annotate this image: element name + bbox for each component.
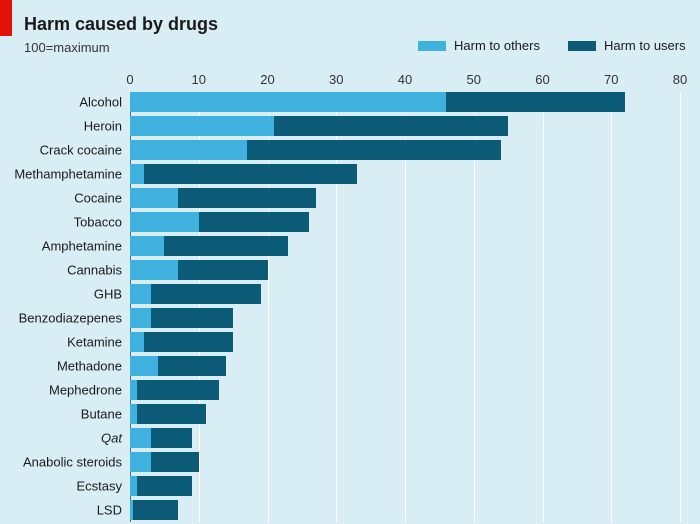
legend-swatch xyxy=(568,41,596,51)
row-label: Amphetamine xyxy=(42,239,130,254)
table-row: Alcohol xyxy=(130,92,680,112)
row-label: Methadone xyxy=(57,359,130,374)
table-row: Crack cocaine xyxy=(130,140,680,160)
row-label: Cocaine xyxy=(74,191,130,206)
bar-segment-users xyxy=(144,332,233,352)
bar-segment-users xyxy=(164,236,288,256)
table-row: Methamphetamine xyxy=(130,164,680,184)
row-label: Tobacco xyxy=(74,215,130,230)
bar-segment-others xyxy=(130,212,199,232)
row-label: Methamphetamine xyxy=(14,167,130,182)
plot-area: 01020304050607080AlcoholHeroinCrack coca… xyxy=(130,92,680,522)
legend-item: Harm to others xyxy=(418,38,540,53)
bar-segment-others xyxy=(130,164,144,184)
bar-segment-others xyxy=(130,404,137,424)
table-row: Qat xyxy=(130,428,680,448)
row-label: GHB xyxy=(94,287,130,302)
bar-segment-users xyxy=(247,140,501,160)
row-label: Anabolic steroids xyxy=(23,455,130,470)
legend-label: Harm to others xyxy=(454,38,540,53)
axis-tick-label: 50 xyxy=(467,72,481,87)
bar-segment-others xyxy=(130,380,137,400)
legend-item: Harm to users xyxy=(568,38,686,53)
bar-segment-users xyxy=(137,404,206,424)
table-row: Butane xyxy=(130,404,680,424)
chart-card: Harm caused by drugs 100=maximum Harm to… xyxy=(0,0,700,524)
table-row: GHB xyxy=(130,284,680,304)
bar-segment-users xyxy=(151,284,261,304)
economist-red-tab xyxy=(0,0,12,36)
legend-label: Harm to users xyxy=(604,38,686,53)
bar-segment-others xyxy=(130,356,158,376)
chart-subtitle: 100=maximum xyxy=(24,40,110,55)
gridline xyxy=(680,92,681,522)
axis-tick-label: 70 xyxy=(604,72,618,87)
bar-segment-others xyxy=(130,116,274,136)
bar-segment-users xyxy=(199,212,309,232)
bar-segment-others xyxy=(130,332,144,352)
axis-tick-label: 0 xyxy=(126,72,133,87)
table-row: Cannabis xyxy=(130,260,680,280)
table-row: Cocaine xyxy=(130,188,680,208)
table-row: Amphetamine xyxy=(130,236,680,256)
bar-segment-others xyxy=(130,92,446,112)
row-label: Ecstasy xyxy=(76,479,130,494)
bar-segment-users xyxy=(274,116,508,136)
row-label: Alcohol xyxy=(79,95,130,110)
bar-segment-others xyxy=(130,188,178,208)
chart-title: Harm caused by drugs xyxy=(24,14,218,35)
table-row: LSD xyxy=(130,500,680,520)
table-row: Methadone xyxy=(130,356,680,376)
bar-segment-users xyxy=(178,188,316,208)
bar-segment-users xyxy=(151,452,199,472)
table-row: Anabolic steroids xyxy=(130,452,680,472)
bar-segment-users xyxy=(446,92,625,112)
table-row: Ketamine xyxy=(130,332,680,352)
bar-segment-users xyxy=(133,500,178,520)
row-label: Ketamine xyxy=(67,335,130,350)
table-row: Heroin xyxy=(130,116,680,136)
row-label: Qat xyxy=(101,431,130,446)
row-label: Crack cocaine xyxy=(40,143,130,158)
bar-chart: 01020304050607080AlcoholHeroinCrack coca… xyxy=(130,92,680,522)
table-row: Tobacco xyxy=(130,212,680,232)
bar-segment-others xyxy=(130,284,151,304)
bar-segment-users xyxy=(137,476,192,496)
bar-segment-others xyxy=(130,236,164,256)
bar-segment-others xyxy=(130,452,151,472)
bar-segment-others xyxy=(130,140,247,160)
bar-segment-users xyxy=(158,356,227,376)
axis-tick-label: 60 xyxy=(535,72,549,87)
bar-segment-users xyxy=(151,308,234,328)
bar-segment-others xyxy=(130,308,151,328)
row-label: Butane xyxy=(81,407,130,422)
legend: Harm to others Harm to users xyxy=(418,38,686,53)
bar-segment-others xyxy=(130,428,151,448)
axis-tick-label: 20 xyxy=(260,72,274,87)
axis-tick-label: 80 xyxy=(673,72,687,87)
row-label: Mephedrone xyxy=(49,383,130,398)
table-row: Mephedrone xyxy=(130,380,680,400)
axis-tick-label: 30 xyxy=(329,72,343,87)
row-label: Benzodiazepenes xyxy=(19,311,130,326)
table-row: Benzodiazepenes xyxy=(130,308,680,328)
row-label: Heroin xyxy=(84,119,130,134)
axis-tick-label: 40 xyxy=(398,72,412,87)
bar-segment-users xyxy=(151,428,192,448)
legend-swatch xyxy=(418,41,446,51)
bar-segment-others xyxy=(130,260,178,280)
bar-segment-users xyxy=(144,164,357,184)
bar-segment-others xyxy=(130,476,137,496)
row-label: LSD xyxy=(97,503,130,518)
axis-tick-label: 10 xyxy=(192,72,206,87)
table-row: Ecstasy xyxy=(130,476,680,496)
bar-segment-users xyxy=(178,260,267,280)
bar-segment-users xyxy=(137,380,220,400)
row-label: Cannabis xyxy=(67,263,130,278)
